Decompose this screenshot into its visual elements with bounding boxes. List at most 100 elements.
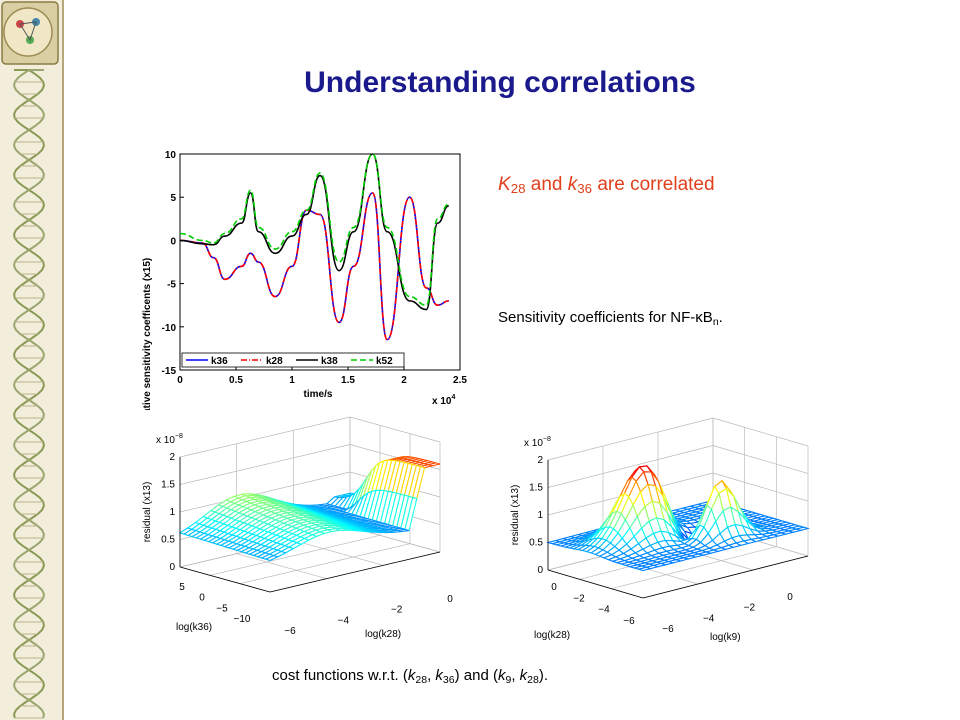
z-axis-label: residual (x13): [142, 482, 153, 543]
x-axis-label: time/s: [304, 389, 333, 400]
y-tick-label: -15: [162, 366, 177, 377]
x-tick-label: 0: [551, 582, 557, 593]
z-tick-label: 2: [537, 455, 543, 466]
chart-series: [179, 153, 450, 341]
x-tick-label: −2: [573, 593, 585, 604]
legend-box: [181, 352, 405, 368]
back-grid-line: [712, 417, 809, 447]
x-tick-label: 2: [401, 375, 407, 386]
y-tick-label: −2: [744, 603, 756, 614]
plot-area: [179, 153, 461, 371]
x-tick-label: −5: [216, 603, 228, 614]
series-line-k28: [179, 192, 449, 341]
side-grid-line: [547, 445, 714, 488]
note-sub: 36: [577, 181, 593, 196]
x-tick-label: 0: [177, 375, 183, 386]
z-tick-label: 1: [537, 510, 543, 521]
floor-grid-line: [209, 534, 381, 576]
helix-strand-b: [13, 69, 45, 719]
back-grid-line: [712, 445, 809, 474]
y-tick-label: −4: [338, 615, 350, 626]
helix-rungs: [14, 81, 44, 719]
note-text: and: [525, 174, 568, 195]
note-sub: 28: [510, 181, 526, 196]
z-tick-label: 0.5: [529, 538, 543, 549]
x-tick-label: 2.5: [453, 375, 467, 386]
y-tick-label: -5: [167, 280, 176, 291]
surface-plot-k28-k9: 2 1.5 1 0.5 0 x 10−8 residual (x13) 0 −2 −4 −6 −6 −4…: [510, 417, 810, 643]
side-grid-line: [547, 417, 714, 461]
z-tick-label: 0: [537, 565, 543, 576]
x-tick-label: 1: [289, 375, 295, 386]
kappa-symbol: κ: [695, 309, 703, 326]
z-tick-label: 1.5: [161, 480, 175, 491]
surface-mesh-cell: [264, 555, 280, 562]
axis-line: [547, 569, 644, 599]
x-tick-label: 1.5: [341, 375, 355, 386]
y-axis-label: log(k9): [710, 632, 741, 643]
z-tick-label: 1: [169, 507, 175, 518]
floor-grid-line: [611, 546, 777, 590]
sens-sub: n: [712, 316, 719, 328]
z-multiplier: x 10−8: [156, 433, 183, 446]
surface-mesh-cell: [636, 566, 653, 572]
sensitivity-line-chart: relative sensitivity coefficents (x15) t…: [142, 150, 468, 410]
y-tick-label: 0: [447, 594, 453, 605]
x-tick-label: −10: [234, 614, 251, 625]
axis-line: [642, 555, 809, 599]
y-axis-label: relative sensitivity coefficents (x15): [142, 258, 153, 410]
x-tick-label: 0.5: [229, 375, 243, 386]
floor-grid-line: [293, 539, 384, 566]
z-axis-label: residual (x13): [510, 485, 521, 546]
decorative-sidebar: [0, 0, 64, 720]
logo-edges: [19, 21, 37, 42]
axis-line: [179, 566, 271, 593]
legend-label-k36: k36: [211, 356, 228, 367]
slide-title: Understanding correlations: [304, 66, 696, 99]
y-tick-label: 10: [165, 150, 177, 161]
y-tick-label: 0: [170, 236, 176, 247]
legend-label-k52: k52: [376, 356, 393, 367]
note-symbol-k: k: [567, 174, 578, 195]
legend-label-k28: k28: [266, 356, 283, 367]
chart-frame: [179, 153, 461, 371]
z-tick-label: 1.5: [529, 483, 543, 494]
z-tick-label: 0: [169, 562, 175, 573]
z-multiplier: x 10−8: [524, 436, 551, 449]
sens-text: Sensitivity coefficients for NF-: [498, 309, 696, 326]
z-tick-label: 2: [169, 452, 175, 463]
side-grid-line: [179, 471, 351, 513]
series-line-k52: [179, 153, 450, 307]
chart-ticks: 0 0.5 1 1.5 2 2.5 10 5 0 -5 -10 -15: [162, 150, 468, 386]
y-tick-label: −6: [284, 626, 296, 637]
x-axis-label: log(k28): [534, 630, 570, 641]
y-tick-label: −4: [703, 613, 715, 624]
y-tick-label: −6: [662, 624, 674, 635]
back-grid-line: [712, 472, 809, 502]
note-symbol-K: K: [498, 174, 511, 195]
chart-legend: k36 k28 k38 k52: [181, 352, 405, 368]
y-tick-label: 5: [170, 193, 176, 204]
x-tick-label: 5: [179, 582, 185, 593]
z-tick-label: 0.5: [161, 535, 175, 546]
x-multiplier: x 104: [432, 394, 455, 407]
floor-grid-line: [236, 553, 327, 580]
y-tick-label: −2: [391, 605, 403, 616]
logo-circle: [3, 7, 53, 57]
axis-line: [269, 551, 441, 593]
y-axis-label: log(k28): [365, 629, 401, 640]
sensitivity-note: Sensitivity coefficients for NF-κBn.: [498, 309, 723, 328]
note-text: are correlated: [592, 174, 715, 195]
legend-label-k38: k38: [321, 356, 338, 367]
sens-text: B: [702, 309, 713, 326]
x-tick-label: −4: [598, 605, 610, 616]
y-tick-label: 0: [787, 592, 793, 603]
x-tick-label: 0: [199, 593, 205, 604]
cost-function-caption: cost functions w.r.t. (k28, k36) and (k9…: [272, 667, 549, 686]
side-grid-line: [179, 416, 351, 458]
side-grid-line: [179, 444, 351, 485]
dna-helix-graphic: [1, 1, 59, 719]
sens-text: .: [718, 309, 723, 326]
helix-strand-a: [13, 69, 45, 719]
